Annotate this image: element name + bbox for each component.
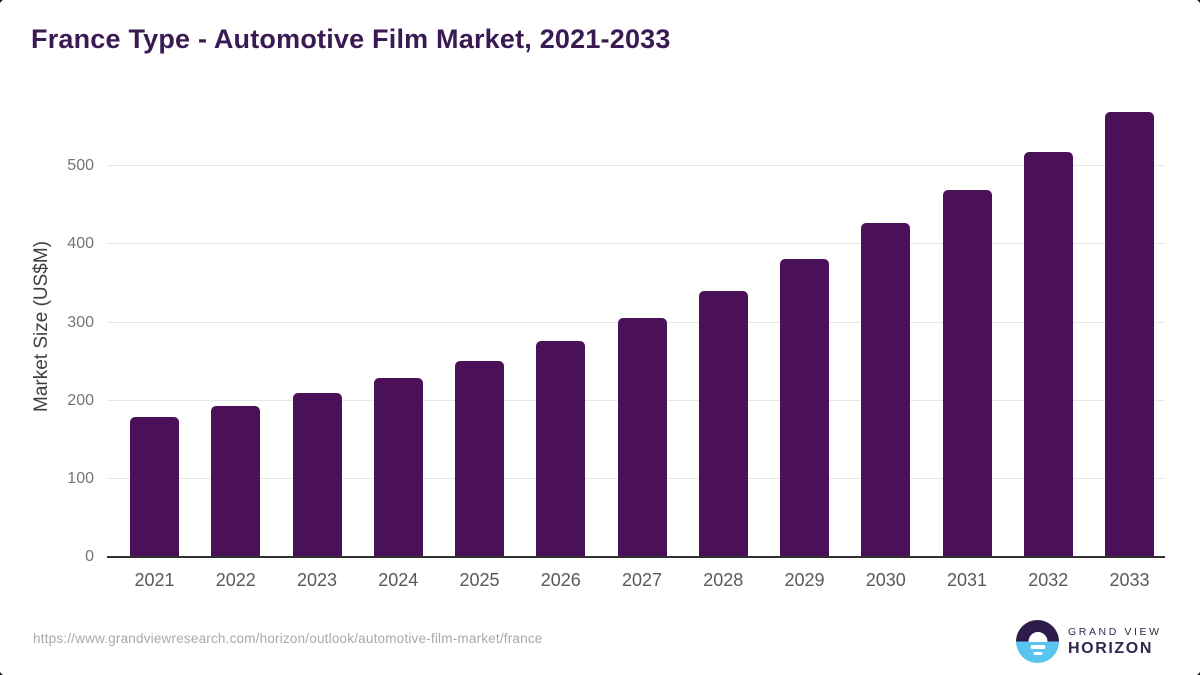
- gridline-500: [107, 165, 1165, 167]
- bar-2027[interactable]: [617, 317, 667, 557]
- x-tick-label-2022: 2022: [215, 570, 256, 590]
- gridline-400: [107, 243, 1165, 245]
- source-url: https://www.grandviewresearch.com/horizo…: [33, 631, 543, 646]
- bar-2029[interactable]: [780, 259, 829, 557]
- bar-2028[interactable]: [698, 290, 748, 557]
- bar-2023[interactable]: [292, 392, 342, 557]
- horizon-sun-icon: [1016, 620, 1059, 663]
- bar-2022[interactable]: [211, 406, 261, 557]
- brand-name-top: GRAND VIEW: [1068, 625, 1162, 638]
- reflection-bar: [1033, 651, 1042, 655]
- x-tick-label-2023: 2023: [296, 570, 338, 590]
- y-tick-label-200: 200: [67, 391, 94, 409]
- x-tick-label-2032: 2032: [1028, 570, 1069, 590]
- y-tick-label-400: 400: [67, 235, 94, 253]
- bar-2033[interactable]: [1105, 111, 1154, 557]
- y-tick-label-100: 100: [67, 469, 94, 487]
- x-tick-label-2028: 2028: [703, 570, 744, 590]
- x-tick-label-2031: 2031: [946, 570, 988, 590]
- bar-2032[interactable]: [1023, 152, 1073, 557]
- corner-mark-bottom-right: [1185, 660, 1200, 675]
- x-tick-label-2021: 2021: [134, 570, 175, 590]
- bar-2031[interactable]: [942, 189, 992, 557]
- y-tick-label-0: 0: [85, 548, 94, 565]
- y-tick-label-500: 500: [67, 157, 94, 175]
- x-tick-label-2029: 2029: [784, 570, 825, 590]
- x-axis-line: [107, 556, 1165, 558]
- x-tick-label-2026: 2026: [540, 570, 581, 590]
- x-tick-label-2025: 2025: [459, 570, 500, 590]
- plot-area: Market Size (US$M) 0 100 200 300 400 500 2021 2…: [31, 96, 1165, 590]
- brand-logo: GRAND VIEW HORIZON: [1016, 620, 1162, 663]
- y-tick-label-300: 300: [67, 313, 94, 331]
- x-tick-label-2024: 2024: [378, 570, 419, 590]
- x-tick-label-2027: 2027: [621, 570, 663, 590]
- corner-mark-top-left: [0, 0, 15, 15]
- x-tick-label-2030: 2030: [865, 570, 906, 590]
- reflection-bar: [1030, 644, 1045, 649]
- bar-2026[interactable]: [536, 340, 586, 557]
- y-axis-title: Market Size (US$M): [31, 240, 52, 413]
- brand-logo-text: GRAND VIEW HORIZON: [1068, 626, 1162, 658]
- bar-2025[interactable]: [455, 360, 504, 557]
- x-tick-label-2033: 2033: [1109, 570, 1150, 590]
- corner-mark-bottom-left: [0, 660, 15, 675]
- bar-2021[interactable]: [130, 417, 179, 557]
- bar-2030[interactable]: [861, 222, 911, 557]
- sun-shape: [1028, 631, 1047, 642]
- corner-mark-top-right: [1185, 0, 1200, 15]
- chart-title: France Type - Automotive Film Market, 20…: [31, 24, 671, 54]
- bar-2024[interactable]: [373, 378, 423, 557]
- brand-name-bottom: HORIZON: [1068, 639, 1153, 657]
